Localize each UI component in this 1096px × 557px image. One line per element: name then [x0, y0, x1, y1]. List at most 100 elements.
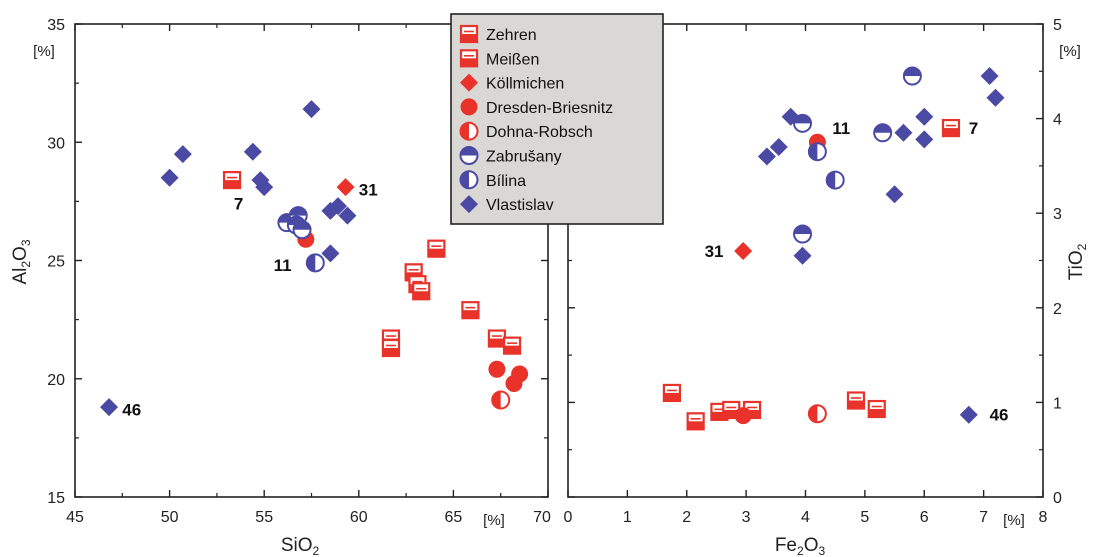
data-point — [160, 168, 179, 187]
x-tick-label: 70 — [533, 509, 551, 526]
data-point — [873, 123, 893, 143]
legend-label: Zehren — [486, 27, 537, 44]
point-annotation: 46 — [122, 400, 141, 419]
y-tick-label: 1 — [1053, 395, 1062, 412]
legend-label: Köllmichen — [486, 76, 564, 93]
data-point — [173, 145, 192, 164]
data-point — [825, 170, 845, 190]
data-point — [662, 383, 682, 403]
data-point — [959, 405, 978, 424]
data-point — [915, 130, 934, 149]
data-point — [100, 398, 119, 417]
data-point — [321, 244, 340, 263]
data-point — [502, 336, 522, 355]
point-annotation: 31 — [705, 242, 724, 261]
legend-marker — [459, 146, 479, 165]
data-point — [292, 220, 312, 240]
y-tick-label: 25 — [47, 254, 65, 271]
point-annotation: 7 — [234, 195, 243, 214]
x-tick-label: 5 — [860, 509, 869, 526]
data-point — [505, 374, 523, 392]
legend-marker — [460, 195, 478, 214]
data-point — [328, 197, 347, 216]
legend-marker — [459, 121, 479, 141]
legend-marker — [459, 170, 479, 190]
data-point — [980, 67, 999, 86]
point-annotation: 11 — [832, 119, 850, 138]
x-tick-label: 8 — [1039, 509, 1048, 526]
x-tick-label: 50 — [161, 509, 179, 526]
point-annotations: 7 31 11 46 11 31 7 46 — [122, 119, 1008, 425]
x-tick-label: 55 — [255, 509, 273, 526]
legend-label: Vlastislav — [486, 197, 554, 214]
y-tick-label: 35 — [47, 17, 65, 34]
right-y-axis-label: TiO2 — [1066, 243, 1089, 280]
data-point — [846, 391, 866, 410]
data-point — [491, 390, 511, 410]
data-point — [793, 246, 812, 265]
right-x-unit: [%] — [1003, 512, 1025, 529]
legend-label: Meißen — [486, 51, 539, 68]
data-point — [734, 242, 753, 261]
x-tick-label: 1 — [623, 509, 632, 526]
x-tick-label: 65 — [445, 509, 463, 526]
y-tick-label: 4 — [1053, 112, 1062, 129]
data-point — [243, 142, 262, 161]
legend-label: Bílina — [486, 173, 526, 190]
data-point — [793, 224, 813, 244]
data-point — [222, 170, 242, 190]
legend-label: Zabrušany — [486, 149, 562, 166]
y-tick-label: 5 — [1053, 17, 1062, 34]
x-tick-label: 45 — [66, 509, 84, 526]
data-point — [461, 301, 480, 320]
right-y-unit: [%] — [1059, 43, 1081, 60]
y-tick-label: 2 — [1053, 301, 1062, 318]
data-point — [255, 178, 274, 197]
point-annotation: 31 — [359, 181, 378, 200]
x-tick-label: 2 — [682, 509, 691, 526]
x-tick-label: 7 — [979, 509, 988, 526]
data-point — [807, 142, 827, 162]
left-y-axis-label: Al2O3 — [10, 239, 33, 284]
data-point — [487, 329, 507, 348]
right-x-axis-label: Fe2O3 — [775, 535, 826, 557]
data-point — [781, 107, 800, 126]
data-point — [302, 100, 321, 119]
left-x-unit: [%] — [483, 512, 505, 529]
data-point — [941, 118, 961, 138]
data-point — [867, 399, 886, 419]
data-point — [488, 360, 506, 378]
legend-marker — [459, 49, 479, 68]
data-point — [894, 123, 913, 142]
data-point — [915, 107, 934, 126]
legend-marker — [459, 24, 479, 44]
data-point — [902, 66, 922, 86]
data-point — [734, 407, 752, 425]
data-point — [381, 338, 401, 358]
data-point — [793, 113, 813, 133]
x-tick-label: 60 — [350, 509, 368, 526]
data-points — [100, 66, 1005, 431]
x-tick-label: 6 — [920, 509, 929, 526]
x-tick-label: 0 — [564, 509, 573, 526]
data-point — [412, 282, 431, 301]
legend-label: Dresden-Briesnitz — [486, 100, 613, 117]
data-point — [338, 206, 357, 225]
legend-label: Dohna-Robsch — [486, 124, 593, 141]
legend-marker — [460, 73, 478, 92]
data-point — [807, 404, 827, 424]
data-point — [769, 137, 788, 156]
legend-box — [450, 13, 664, 225]
data-point — [986, 88, 1005, 107]
data-point — [305, 253, 325, 273]
left-y-unit: [%] — [33, 43, 55, 60]
y-tick-label: 0 — [1053, 490, 1062, 507]
point-annotation: 46 — [990, 406, 1009, 425]
y-tick-label: 20 — [47, 372, 65, 389]
y-tick-label: 15 — [47, 490, 65, 507]
legend-marker — [460, 98, 478, 116]
data-point — [885, 185, 904, 204]
y-tick-label: 30 — [47, 135, 65, 152]
data-point — [757, 147, 776, 166]
